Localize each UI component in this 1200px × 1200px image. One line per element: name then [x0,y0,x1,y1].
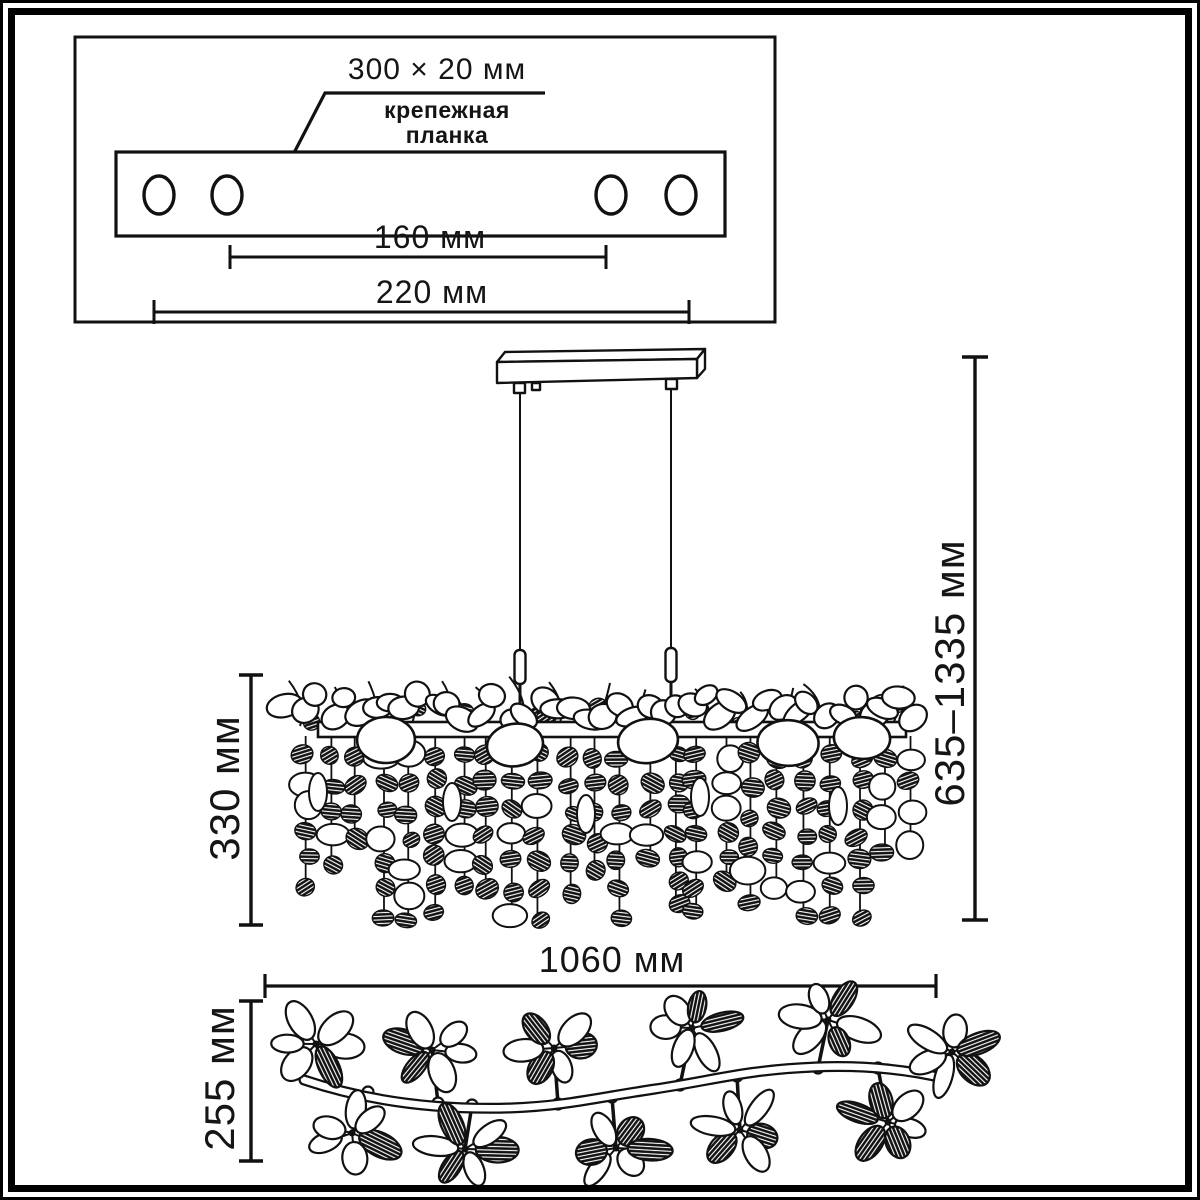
mounting-plate-panel [73,35,777,324]
total-height-label: 635–1335 мм [926,539,973,807]
chandelier-upper-ornament [265,680,928,733]
plate-part-name-line1: крепежная [384,97,510,123]
dimension-depth [239,999,263,1163]
dimension-length [263,974,938,998]
dimension-plate-length [152,300,691,324]
plate-hole [664,174,698,216]
chandelier-hanging-strands [288,736,928,929]
dimension-total-height [962,355,988,922]
plate-hole [142,174,176,216]
top-view-bar [298,1061,953,1114]
plate-size-label: 300 × 20 мм [347,53,527,86]
plate-length-label: 220 мм [375,274,489,310]
plate-part-name-line2: планка [405,121,489,148]
dimension-hole-spacing [228,245,608,269]
plate-hole [594,174,628,216]
body-height-label: 330 мм [201,715,248,861]
ceiling-canopy [495,347,707,395]
top-view-leaf-clusters [270,980,1001,1188]
depth-label: 255 мм [196,1005,243,1151]
leader-line [279,91,545,179]
dimension-body-height [239,673,263,927]
length-label: 1060 мм [538,939,686,980]
chandelier-lamps [355,715,892,768]
plate-part-name-label: крепежная планка [347,98,547,148]
suspension-wires [519,389,672,651]
plate-hole [210,174,244,216]
hole-spacing-label: 160 мм [373,219,487,255]
